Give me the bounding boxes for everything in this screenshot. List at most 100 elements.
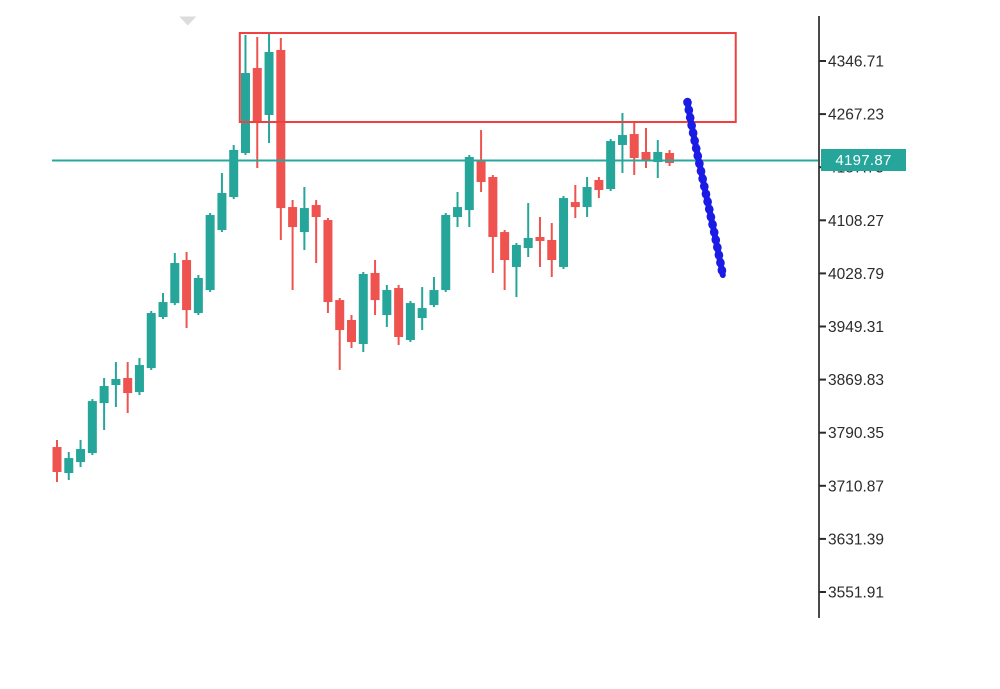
candle-body bbox=[264, 51, 274, 115]
candle-body bbox=[441, 215, 451, 291]
candle bbox=[606, 139, 616, 192]
candle bbox=[335, 298, 345, 370]
candle-body bbox=[76, 449, 86, 463]
candle bbox=[347, 315, 356, 349]
y-axis-tick-label: 4267.23 bbox=[828, 107, 884, 124]
candle-body bbox=[158, 302, 168, 318]
candle-body bbox=[570, 202, 580, 208]
candle-body bbox=[182, 260, 192, 311]
candles-layer bbox=[52, 33, 675, 483]
candle-body bbox=[453, 207, 463, 218]
candle bbox=[111, 362, 121, 408]
candle-body bbox=[229, 149, 239, 198]
candle bbox=[488, 174, 498, 273]
candle bbox=[252, 37, 262, 169]
candle-body bbox=[193, 278, 203, 314]
candle bbox=[559, 196, 569, 269]
candle-body bbox=[665, 153, 675, 164]
candle-body bbox=[476, 160, 486, 182]
candle-body bbox=[547, 239, 557, 261]
candle bbox=[123, 362, 133, 414]
candle bbox=[146, 311, 156, 370]
candle-body bbox=[394, 288, 404, 337]
y-axis-tick-label: 4108.27 bbox=[828, 213, 884, 230]
candle bbox=[170, 253, 180, 306]
candle bbox=[382, 285, 392, 328]
candle-body bbox=[358, 273, 368, 345]
candle bbox=[87, 399, 97, 456]
y-axis-tick-label: 3710.87 bbox=[828, 478, 884, 495]
candle bbox=[405, 301, 415, 343]
current-price-tag: 4197.87 bbox=[821, 149, 906, 172]
candle bbox=[535, 217, 545, 267]
candle bbox=[217, 172, 227, 233]
candle bbox=[240, 35, 250, 156]
candle-body bbox=[123, 378, 133, 394]
candle bbox=[582, 176, 592, 218]
candle bbox=[641, 128, 651, 169]
price-axis[interactable]: 4346.714267.234187.754108.274028.793949.… bbox=[818, 16, 884, 618]
candle bbox=[299, 187, 309, 251]
candle-body bbox=[429, 290, 439, 306]
candle-body bbox=[288, 207, 298, 228]
candle-body bbox=[405, 303, 415, 341]
candle-body bbox=[582, 187, 592, 208]
candle-body bbox=[617, 135, 627, 145]
resistance-zone-box[interactable] bbox=[238, 32, 737, 124]
candle bbox=[99, 378, 109, 430]
candle bbox=[52, 440, 62, 483]
candle bbox=[453, 192, 463, 228]
candle bbox=[653, 140, 663, 178]
candle-body bbox=[311, 205, 321, 218]
candle bbox=[547, 223, 557, 278]
candle bbox=[276, 38, 286, 240]
candle-body bbox=[52, 447, 62, 473]
candle-body bbox=[606, 141, 616, 190]
candle bbox=[570, 185, 580, 219]
y-axis-tick-label: 4346.71 bbox=[828, 54, 884, 71]
candle bbox=[205, 212, 215, 293]
candle bbox=[323, 218, 333, 314]
candle bbox=[158, 293, 168, 320]
candle bbox=[311, 200, 321, 264]
candle bbox=[665, 149, 675, 167]
candle-body bbox=[382, 290, 392, 316]
candle-body bbox=[417, 308, 427, 319]
candle-body bbox=[559, 198, 569, 267]
candle bbox=[358, 271, 368, 353]
candle bbox=[370, 260, 380, 316]
candle bbox=[594, 176, 604, 199]
trend-arrow-line-texture bbox=[683, 97, 728, 280]
candle-body bbox=[464, 157, 474, 211]
candle bbox=[193, 274, 203, 316]
candle-body bbox=[134, 365, 144, 393]
candle-body bbox=[370, 272, 380, 301]
y-axis-tick-label: 3790.35 bbox=[828, 425, 884, 442]
candle-body bbox=[323, 220, 333, 303]
candle-body bbox=[299, 208, 309, 233]
y-axis-tick-label: 3869.83 bbox=[828, 372, 884, 389]
candle-body bbox=[252, 68, 262, 124]
candle bbox=[134, 358, 144, 396]
candle bbox=[464, 155, 474, 228]
candle bbox=[229, 144, 239, 200]
candle-body bbox=[240, 73, 250, 154]
candle-body bbox=[500, 232, 510, 261]
candle bbox=[264, 33, 274, 144]
candle-body bbox=[335, 300, 345, 331]
candle bbox=[288, 200, 298, 291]
candle bbox=[182, 252, 192, 329]
y-axis-tick-label: 4028.79 bbox=[828, 266, 884, 283]
candle bbox=[64, 452, 74, 481]
candle-body bbox=[205, 215, 215, 291]
watermark-arrow-icon bbox=[179, 16, 197, 26]
candle bbox=[629, 122, 639, 175]
candle-body bbox=[99, 386, 109, 404]
y-axis-tick-label: 3949.31 bbox=[828, 319, 884, 336]
candle-body bbox=[276, 49, 286, 209]
candle bbox=[500, 230, 510, 291]
candle-body bbox=[511, 244, 521, 267]
candle bbox=[511, 242, 521, 298]
